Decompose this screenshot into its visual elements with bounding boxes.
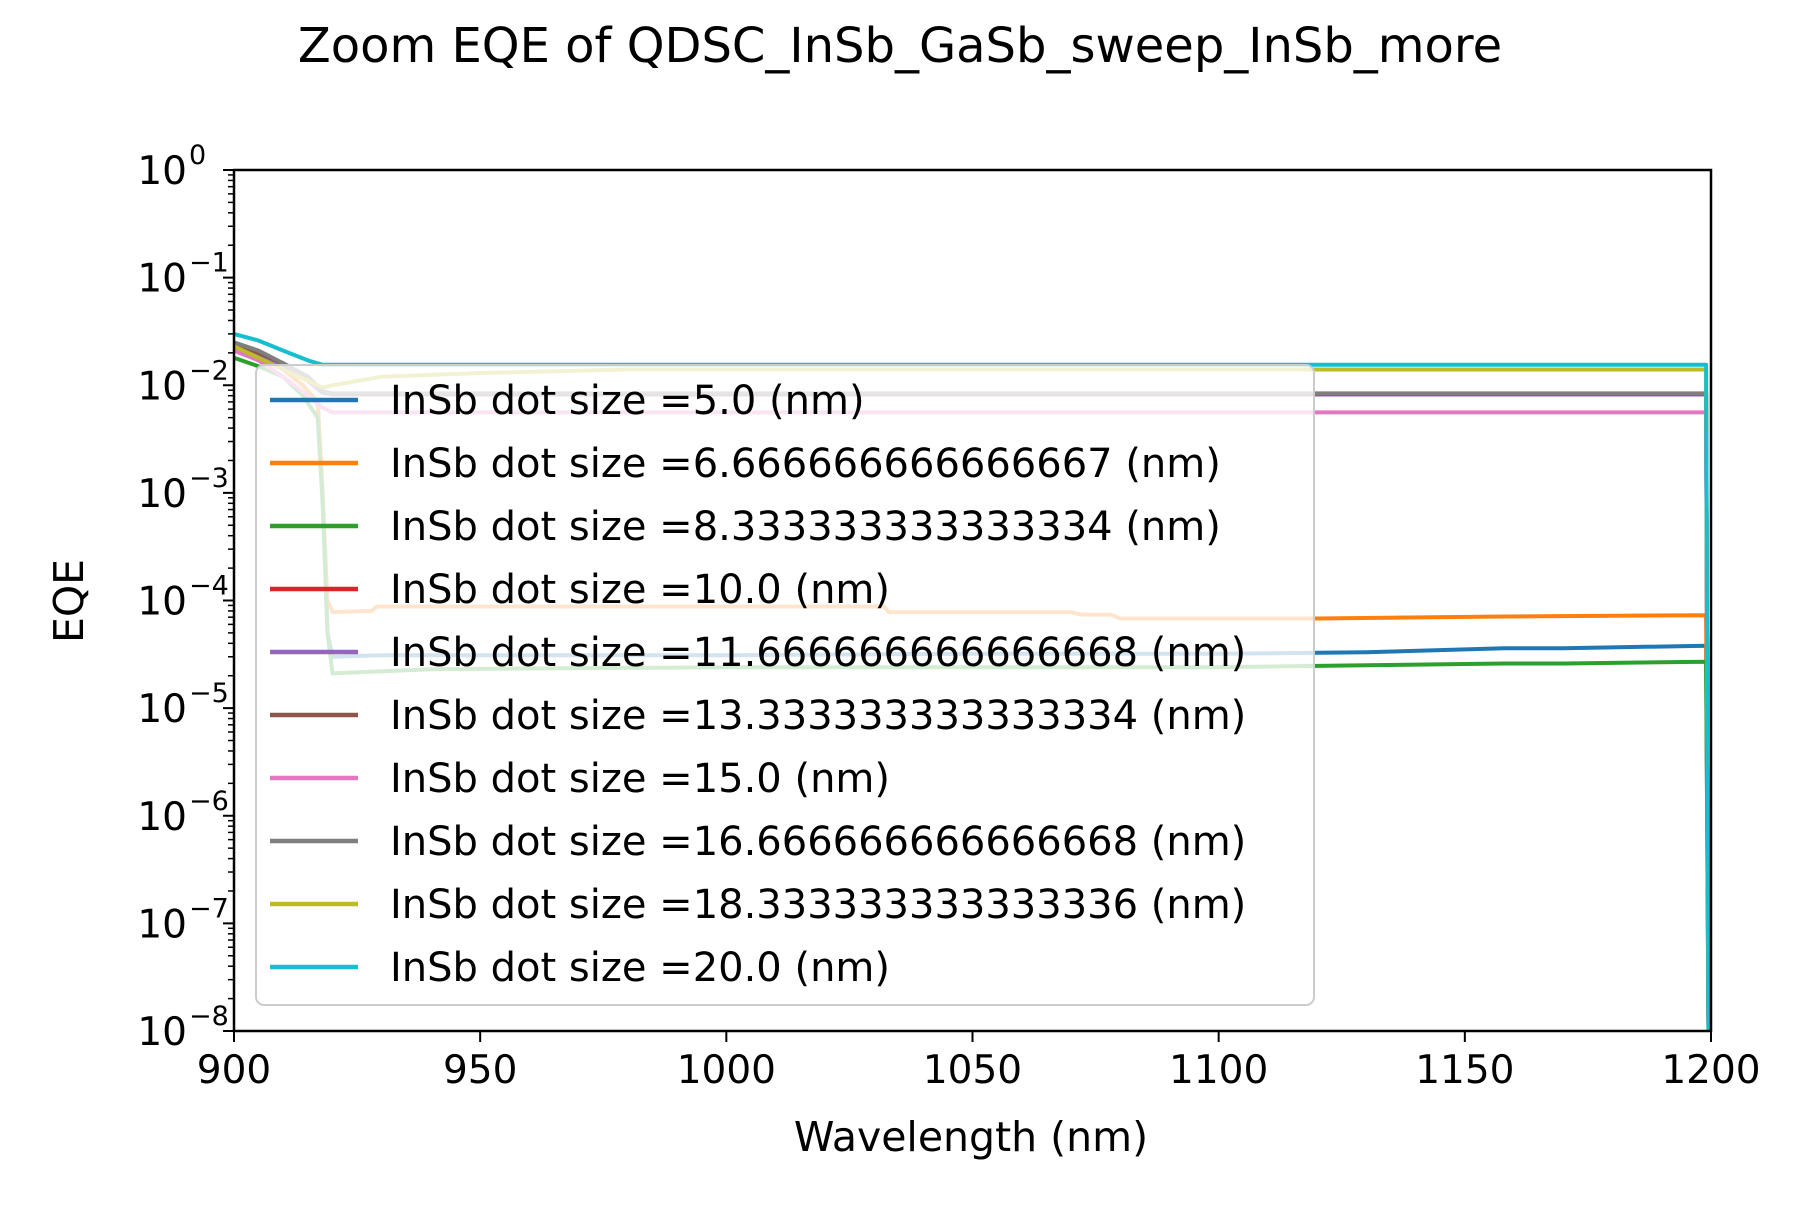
- legend: InSb dot size =5.0 (nm) InSb dot size =6.…: [255, 364, 1315, 1006]
- y-tick-label: 10: [137, 795, 187, 840]
- y-tick-label: 10: [137, 580, 187, 625]
- y-tick-exponent: −4: [189, 571, 229, 602]
- y-tick-label: 10: [137, 902, 187, 947]
- y-tick-base: 10: [137, 687, 187, 732]
- y-tick-exponent: 0: [189, 140, 206, 171]
- legend-label: InSb dot size =15.0 (nm): [390, 756, 890, 802]
- y-tick-base: 10: [137, 257, 187, 302]
- y-tick-label: 10: [137, 364, 187, 409]
- y-tick-label: 10: [137, 149, 187, 194]
- y-tick-label: 10: [137, 687, 187, 732]
- x-tick-label: 1100: [1169, 1048, 1268, 1093]
- legend-label: InSb dot size =16.666666666666668 (nm): [390, 819, 1246, 865]
- y-tick-base: 10: [137, 364, 187, 409]
- y-tick-base: 10: [137, 472, 187, 517]
- y-axis-label: EQE: [45, 559, 93, 643]
- chart-title: Zoom EQE of QDSC_InSb_GaSb_sweep_InSb_mo…: [298, 18, 1502, 74]
- x-tick-label: 1000: [677, 1048, 776, 1093]
- y-tick-label: 10: [137, 472, 187, 517]
- y-tick-exponent: −5: [189, 678, 229, 709]
- legend-label: InSb dot size =5.0 (nm): [390, 378, 865, 424]
- y-tick-base: 10: [137, 149, 187, 194]
- legend-box: [255, 364, 1315, 1006]
- y-tick-base: 10: [137, 580, 187, 625]
- y-tick-label: 10: [137, 1010, 187, 1055]
- y-tick-exponent: −1: [189, 248, 229, 279]
- legend-label: InSb dot size =18.333333333333336 (nm): [390, 882, 1246, 928]
- legend-label: InSb dot size =8.333333333333334 (nm): [390, 504, 1221, 550]
- legend-label: InSb dot size =11.666666666666668 (nm): [390, 630, 1246, 676]
- y-tick-exponent: −8: [189, 1001, 229, 1032]
- y-tick-exponent: −3: [189, 463, 229, 494]
- x-tick-label: 1200: [1661, 1048, 1760, 1093]
- y-tick-exponent: −6: [189, 786, 229, 817]
- x-axis-label: Wavelength (nm): [794, 1113, 1148, 1161]
- x-tick-label: 950: [443, 1048, 517, 1093]
- y-tick-base: 10: [137, 1010, 187, 1055]
- y-tick-base: 10: [137, 795, 187, 840]
- y-tick-exponent: −7: [189, 893, 229, 924]
- y-tick-exponent: −2: [189, 355, 229, 386]
- legend-label: InSb dot size =10.0 (nm): [390, 567, 890, 613]
- legend-label: InSb dot size =6.666666666666667 (nm): [390, 441, 1221, 487]
- series-line-10: [234, 331, 1711, 1031]
- legend-label: InSb dot size =20.0 (nm): [390, 945, 890, 991]
- legend-label: InSb dot size =13.333333333333334 (nm): [390, 693, 1246, 739]
- y-tick-base: 10: [137, 902, 187, 947]
- x-tick-label: 1150: [1415, 1048, 1514, 1093]
- x-tick-label: 900: [197, 1048, 271, 1093]
- y-tick-label: 10: [137, 257, 187, 302]
- x-tick-label: 1050: [923, 1048, 1022, 1093]
